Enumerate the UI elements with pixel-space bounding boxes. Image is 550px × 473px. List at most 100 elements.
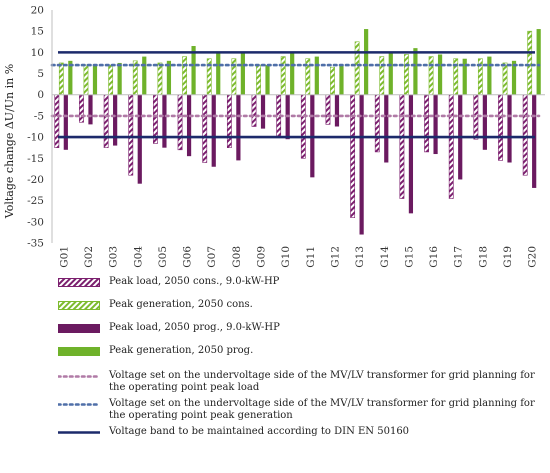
bar-1-g11 (300, 94, 306, 159)
bar-2-g09 (256, 64, 261, 96)
bar-4-g08 (240, 52, 245, 95)
y-tick-label: 10 (31, 47, 44, 59)
bar-2-g14 (379, 56, 385, 96)
legend-item-peak-load-cons: Peak load, 2050 cons., 9.0-kW-HP (58, 276, 548, 288)
legend-swatch (58, 301, 100, 310)
bar-3-g06 (186, 94, 192, 157)
legend-label: Peak load, 2050 prog., 9.0-kW-HP (109, 322, 280, 333)
y-tick-label: -35 (27, 238, 44, 250)
x-tick-label: G11 (305, 246, 317, 268)
bar-4-g05 (166, 60, 172, 95)
legend-swatch (58, 372, 100, 381)
legend-item-peak-load-prog: Peak load, 2050 prog., 9.0-kW-HP (58, 322, 548, 334)
x-tick-label: G20 (527, 246, 539, 268)
bar-1-g14 (374, 94, 380, 153)
x-tick-label: G19 (502, 246, 514, 268)
legend-swatch (58, 400, 100, 409)
bar-1-g04 (128, 94, 134, 176)
bar-3-g13 (359, 94, 364, 235)
bar-4-g01 (68, 60, 73, 95)
bar-2-g15 (404, 54, 409, 96)
bar-2-g19 (502, 62, 508, 96)
bar-1-g07 (202, 94, 208, 163)
bar-1-g17 (448, 94, 454, 199)
x-tick-label: G07 (206, 246, 218, 268)
bar-3-g15 (408, 94, 414, 214)
bar-4-g17 (462, 58, 467, 95)
bar-1-g06 (177, 94, 183, 151)
x-tick-label: G16 (428, 246, 440, 268)
y-tick-label: 15 (31, 26, 44, 38)
bar-4-g11 (314, 56, 319, 95)
y-tick-label: 0 (37, 89, 44, 101)
bar-3-g09 (260, 94, 266, 129)
bar-2-g03 (108, 64, 114, 96)
y-tick-label: -15 (27, 153, 44, 165)
bar-4-g07 (216, 52, 221, 95)
bar-3-g07 (211, 94, 216, 167)
bar-3-g03 (113, 94, 118, 146)
bar-1-g02 (79, 94, 84, 123)
bar-3-g01 (63, 94, 68, 150)
x-tick-label: G12 (330, 246, 342, 268)
y-tick-label: 20 (31, 5, 44, 17)
x-tick-label: G06 (182, 246, 194, 268)
bar-4-g09 (265, 65, 270, 95)
x-tick-label: G09 (256, 246, 268, 268)
bar-4-g06 (191, 46, 196, 95)
bar-3-g20 (532, 94, 537, 188)
legend-item-setpoint-peak-generation: Voltage set on the undervoltage side of … (58, 398, 548, 422)
legend: Peak load, 2050 cons., 9.0-kW-HP Peak gen… (58, 276, 548, 443)
legend-item-din-en-50160-band: Voltage band to be maintained according … (58, 426, 548, 438)
bar-4-g13 (364, 29, 369, 95)
bar-2-g01 (58, 62, 64, 96)
legend-swatch (58, 347, 100, 356)
bar-4-g19 (511, 60, 517, 95)
bar-1-g16 (424, 94, 429, 153)
bar-3-g04 (137, 94, 142, 184)
bar-3-g08 (236, 94, 241, 161)
bar-2-g16 (428, 56, 434, 96)
bar-3-g18 (482, 94, 487, 150)
bar-1-g01 (54, 94, 60, 148)
bar-4-g18 (487, 56, 492, 95)
legend-label: Voltage set on the undervoltage side of … (109, 398, 535, 421)
bar-4-g02 (92, 65, 98, 95)
bar-3-g12 (334, 94, 340, 127)
bar-4-g03 (117, 62, 122, 95)
legend-label: Peak load, 2050 cons., 9.0-kW-HP (109, 276, 280, 287)
legend-item-peak-generation-prog: Peak generation, 2050 prog. (58, 345, 548, 357)
x-tick-label: G08 (231, 246, 243, 268)
bar-3-g19 (507, 94, 512, 163)
bar-4-g12 (339, 65, 344, 95)
legend-label: Voltage set on the undervoltage side of … (109, 370, 535, 393)
bar-1-g19 (498, 94, 503, 161)
y-tick-label: -20 (27, 174, 44, 186)
x-tick-label: G05 (157, 246, 169, 268)
bar-2-g02 (83, 64, 89, 96)
bar-3-g14 (384, 94, 389, 163)
bar-4-g10 (290, 52, 295, 95)
x-tick-label: G14 (379, 246, 391, 268)
x-tick-label: G02 (83, 246, 95, 268)
bar-2-g12 (330, 66, 335, 96)
x-tick-label: G17 (453, 246, 465, 268)
bar-2-g13 (354, 41, 360, 96)
legend-label: Peak generation, 2050 cons. (109, 299, 253, 310)
bar-4-g14 (388, 52, 393, 95)
bar-4-g20 (536, 29, 541, 95)
legend-swatch (58, 278, 100, 287)
x-tick-label: G03 (108, 246, 120, 268)
bar-2-g20 (527, 30, 533, 96)
bar-2-g05 (157, 62, 163, 96)
y-tick-label: -30 (27, 216, 44, 228)
x-tick-label: G01 (58, 246, 70, 268)
bar-1-g12 (325, 94, 331, 125)
x-tick-label: G18 (477, 246, 489, 268)
voltage-change-chart: Voltage change ΔU/Un in % 20 15 10 5 0 -5 -10 -… (3, 5, 545, 268)
bar-3-g02 (88, 94, 93, 125)
bar-4-g15 (413, 48, 418, 95)
y-tick-label: -10 (27, 132, 44, 144)
bar-3-g16 (433, 94, 438, 155)
legend-label: Voltage band to be maintained according … (109, 426, 410, 437)
